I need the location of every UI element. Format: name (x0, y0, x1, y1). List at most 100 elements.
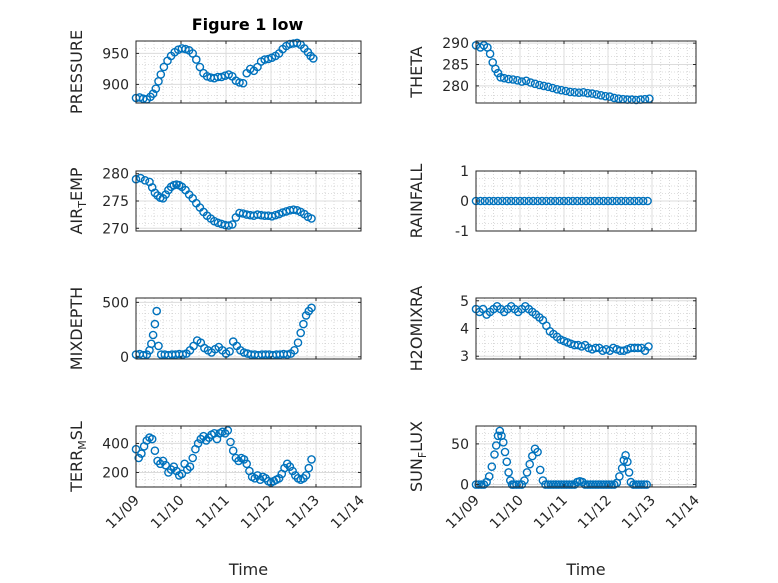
subplot-6: 3 4 5 H2OMIXRA (407, 286, 697, 371)
data-point (148, 330, 158, 340)
axes-box (135, 425, 362, 488)
data-point (161, 190, 170, 199)
data-point (579, 88, 588, 97)
data-point (535, 80, 544, 90)
data-point (605, 92, 615, 101)
data-point (559, 196, 569, 206)
data-point (612, 196, 622, 206)
x-tick-label: 11/09 (443, 493, 483, 533)
data-point (623, 457, 632, 467)
data-point (549, 480, 558, 489)
data-point (625, 196, 635, 206)
y-tick-label: 3 (460, 349, 469, 365)
data-point (572, 196, 582, 206)
data-point (642, 480, 652, 489)
data-point (604, 480, 614, 489)
data-point (561, 86, 571, 96)
data-point (500, 447, 510, 457)
data-point (487, 462, 497, 472)
data-point (136, 173, 145, 183)
data-point (639, 480, 649, 489)
data-point (242, 459, 251, 469)
data-point (616, 196, 626, 206)
data-point (502, 457, 512, 467)
data-point (199, 431, 208, 441)
y-tick-label: 280 (102, 167, 129, 183)
data-point (520, 196, 529, 206)
data-point (508, 75, 518, 84)
data-point (528, 451, 537, 461)
data-point (223, 426, 233, 435)
data-point (521, 76, 531, 86)
data-point (528, 196, 538, 206)
data-point (502, 196, 512, 206)
data-point (526, 78, 535, 87)
data-point (307, 214, 316, 223)
data-point (548, 83, 557, 93)
data-point (150, 446, 160, 456)
data-point (617, 463, 627, 473)
data-point (271, 210, 280, 220)
data-point (578, 477, 587, 487)
data-point (150, 188, 160, 198)
data-point (156, 70, 166, 79)
y-tick-label: 900 (102, 77, 129, 93)
x-tick-label: 11/14 (328, 492, 368, 532)
data-point (537, 196, 547, 206)
data-point (290, 345, 299, 355)
data-point (274, 473, 284, 483)
series-markers (131, 303, 316, 360)
data-point (491, 441, 501, 450)
x-tick-label: 11/13 (283, 493, 323, 533)
data-point (615, 472, 624, 481)
data-point (235, 78, 244, 87)
data-point (238, 78, 248, 88)
axes-box (135, 297, 362, 360)
data-point (499, 73, 509, 83)
data-point (539, 81, 549, 91)
axes-box (475, 40, 697, 104)
data-point (524, 196, 534, 206)
data-point (484, 196, 494, 206)
x-tick-label: 11/13 (619, 493, 659, 533)
y-axis-label: MIXDEPTH (67, 287, 86, 370)
data-point (587, 89, 597, 98)
data-point (565, 480, 574, 489)
y-tick-label: 5 (460, 294, 469, 310)
data-point (177, 469, 187, 479)
data-point (562, 480, 571, 489)
data-point (178, 350, 188, 359)
y-tick-label: 270 (102, 221, 129, 237)
data-point (285, 462, 295, 472)
data-point (480, 196, 490, 206)
data-point (637, 480, 646, 489)
x-axis-label: Time (565, 560, 605, 579)
data-point (514, 480, 524, 489)
data-point (134, 453, 143, 463)
data-point (293, 338, 303, 348)
data-point (567, 480, 577, 489)
data-point (581, 196, 591, 206)
data-point (224, 221, 233, 230)
data-point (555, 196, 564, 206)
data-point (530, 79, 540, 89)
data-point (479, 480, 489, 489)
data-point (226, 437, 235, 447)
data-point (522, 468, 532, 477)
y-tick-label: 400 (102, 436, 129, 452)
data-point (525, 459, 535, 469)
axes-box (475, 425, 697, 488)
y-tick-label: 285 (442, 58, 469, 74)
data-point (161, 460, 170, 470)
data-point (543, 82, 553, 92)
data-point (491, 64, 500, 74)
data-point (188, 453, 197, 463)
data-point (490, 450, 499, 459)
data-point (506, 196, 516, 206)
y-tick-label: 950 (102, 46, 129, 62)
data-point (631, 95, 641, 105)
data-point (504, 468, 513, 477)
subplot-8: 0 50 SUNFLUX 11/09 11/10 11/11 11/12 11/13 11/14… (407, 421, 703, 579)
y-axis-label: TERRMSL (67, 421, 89, 493)
y-tick-label: 4 (460, 322, 469, 338)
